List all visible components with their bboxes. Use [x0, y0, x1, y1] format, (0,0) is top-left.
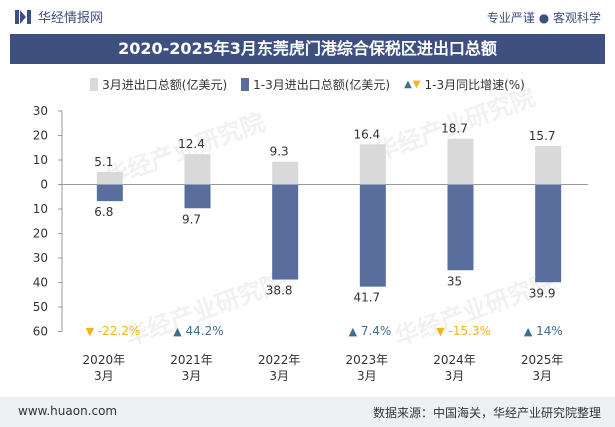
y-tick-label: 0 — [40, 178, 48, 192]
growth-arrow-icon: ▼ — [86, 325, 95, 338]
growth-label: -15.3% — [449, 324, 491, 338]
bar-monthly — [359, 144, 386, 185]
x-tick-label: 3月 — [269, 369, 289, 383]
x-tick-label: 3月 — [182, 369, 202, 383]
bar-monthly-label: 9.3 — [270, 145, 289, 159]
brand: 华经情报网 — [14, 7, 103, 26]
bar-cumulative-label: 35 — [447, 274, 462, 288]
growth-label: 7.4% — [361, 324, 392, 338]
bar-cumulative — [535, 184, 562, 283]
bar-cumulative — [359, 184, 386, 287]
x-tick-label: 2024年 — [433, 353, 476, 367]
bar-monthly — [96, 172, 123, 185]
growth-arrow-icon: ▲ — [349, 325, 358, 338]
x-tick-label: 3月 — [445, 369, 465, 383]
footer-source: 数据来源：中国海关，华经产业研究院整理 — [372, 406, 601, 420]
y-tick-label: 40 — [33, 276, 48, 290]
bar-monthly-label: 5.1 — [94, 155, 113, 169]
bar-monthly — [272, 161, 299, 185]
bar-cumulative — [96, 184, 123, 202]
bar-cumulative — [184, 184, 211, 209]
bar-cumulative-label: 6.8 — [94, 205, 113, 219]
bar-monthly-label: 15.7 — [529, 129, 556, 143]
y-tick-label: 30 — [33, 104, 48, 118]
tagline: 专业严谨 ● 客观科学 — [486, 11, 601, 25]
growth-label: 44.2% — [186, 324, 224, 338]
y-tick-label: 50 — [33, 300, 48, 314]
legend-swatch-monthly — [90, 77, 99, 91]
bar-monthly — [447, 138, 474, 185]
legend-item-monthly: 3月进出口总额(亿美元) — [90, 74, 227, 94]
x-tick-label: 3月 — [532, 369, 552, 383]
growth-arrow-icon: ▲ — [524, 325, 533, 338]
x-tick-label: 3月 — [94, 369, 114, 383]
legend-label-growth: 1-3月同比增速(%) — [424, 77, 525, 92]
legend-label-cumulative: 1-3月进出口总额(亿美元) — [253, 77, 391, 92]
y-tick-label: 20 — [33, 227, 48, 241]
y-tick-label: 60 — [33, 325, 48, 339]
x-tick-label: 2020年 — [83, 353, 126, 367]
footer-url: www.huaon.com — [18, 404, 118, 418]
growth-arrow-icon: ▼ — [436, 325, 445, 338]
top-bar: 华经情报网 专业严谨 ● 客观科学 — [0, 0, 615, 34]
brand-logo-icon — [15, 9, 31, 24]
bar-monthly-label: 18.7 — [441, 122, 468, 136]
legend: 3月进出口总额(亿美元) 1-3月进出口总额(亿美元) ▲ ▼ 1-3月同比增速(… — [0, 74, 615, 94]
x-tick-label: 2025年 — [521, 353, 564, 367]
bar-cumulative-label: 9.7 — [182, 212, 201, 226]
bar-monthly-label: 16.4 — [353, 127, 380, 141]
x-tick-label: 2021年 — [170, 353, 213, 367]
x-tick-label: 2022年 — [258, 353, 301, 367]
footer-bar: www.huaon.com 数据来源：中国海关，华经产业研究院整理 — [0, 397, 615, 427]
y-tick-label: 10 — [33, 202, 48, 216]
growth-arrow-icon: ▲ — [173, 325, 182, 338]
chart-title: 2020-2025年3月东莞虎门港综合保税区进出口总额 — [118, 39, 497, 58]
y-tick-label: 10 — [33, 153, 48, 167]
bar-monthly-label: 12.4 — [178, 137, 205, 151]
title-bar: 2020-2025年3月东莞虎门港综合保税区进出口总额 — [10, 34, 605, 64]
legend-growth-arrows-icon: ▲ ▼ — [404, 78, 421, 90]
legend-item-cumulative: 1-3月进出口总额(亿美元) — [241, 74, 390, 94]
legend-label-monthly: 3月进出口总额(亿美元) — [102, 77, 228, 92]
growth-label: -22.2% — [98, 324, 140, 338]
growth-label: 14% — [536, 324, 563, 338]
y-tick-label: 30 — [33, 251, 48, 265]
x-tick-label: 2023年 — [346, 353, 389, 367]
x-tick-label: 3月 — [357, 369, 377, 383]
bar-monthly — [535, 146, 562, 185]
legend-swatch-cumulative — [241, 77, 250, 91]
bar-cumulative-label: 39.9 — [529, 286, 556, 300]
bar-cumulative-label: 41.7 — [353, 291, 380, 305]
bar-cumulative — [447, 184, 474, 271]
bar-cumulative — [272, 184, 299, 280]
y-tick-label: 20 — [33, 129, 48, 143]
brand-name: 华经情报网 — [38, 11, 104, 26]
bar-monthly — [184, 154, 211, 185]
bar-cumulative-label: 38.8 — [266, 284, 293, 298]
legend-item-growth: ▲ ▼ 1-3月同比增速(%) — [404, 74, 525, 94]
